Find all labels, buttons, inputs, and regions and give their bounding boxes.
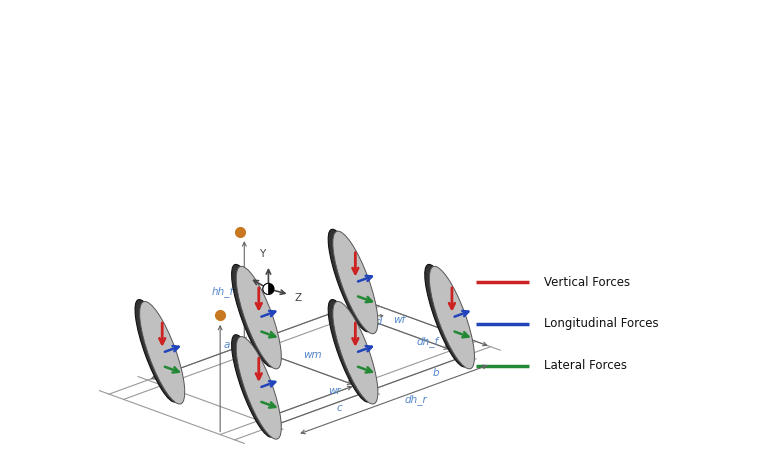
Ellipse shape [328, 229, 372, 332]
Ellipse shape [236, 337, 281, 439]
Text: hh_r: hh_r [238, 343, 261, 354]
Text: Z: Z [295, 292, 302, 302]
Text: dh_r: dh_r [404, 394, 427, 405]
Text: wm: wm [303, 350, 321, 360]
Ellipse shape [140, 301, 185, 404]
Circle shape [263, 284, 274, 294]
Text: hh_f: hh_f [211, 286, 234, 297]
Text: c: c [337, 403, 342, 413]
Ellipse shape [231, 264, 275, 367]
Ellipse shape [236, 266, 281, 369]
Ellipse shape [424, 264, 468, 367]
Text: Vertical Forces: Vertical Forces [544, 276, 631, 289]
Text: wf: wf [393, 315, 404, 325]
Text: b: b [433, 368, 439, 378]
Ellipse shape [429, 266, 474, 369]
Ellipse shape [328, 300, 372, 402]
Text: dh_f: dh_f [417, 336, 439, 347]
Text: wr: wr [328, 386, 341, 396]
Text: d: d [376, 317, 382, 327]
Text: Longitudinal Forces: Longitudinal Forces [544, 317, 659, 331]
Wedge shape [263, 284, 268, 294]
Text: X: X [237, 271, 245, 281]
Ellipse shape [231, 335, 275, 437]
Ellipse shape [333, 231, 378, 334]
Text: Lateral Forces: Lateral Forces [544, 359, 627, 372]
Ellipse shape [333, 301, 378, 404]
Text: a: a [223, 340, 230, 350]
Text: Y: Y [259, 249, 265, 259]
Ellipse shape [135, 300, 178, 402]
Text: h: h [368, 299, 375, 309]
